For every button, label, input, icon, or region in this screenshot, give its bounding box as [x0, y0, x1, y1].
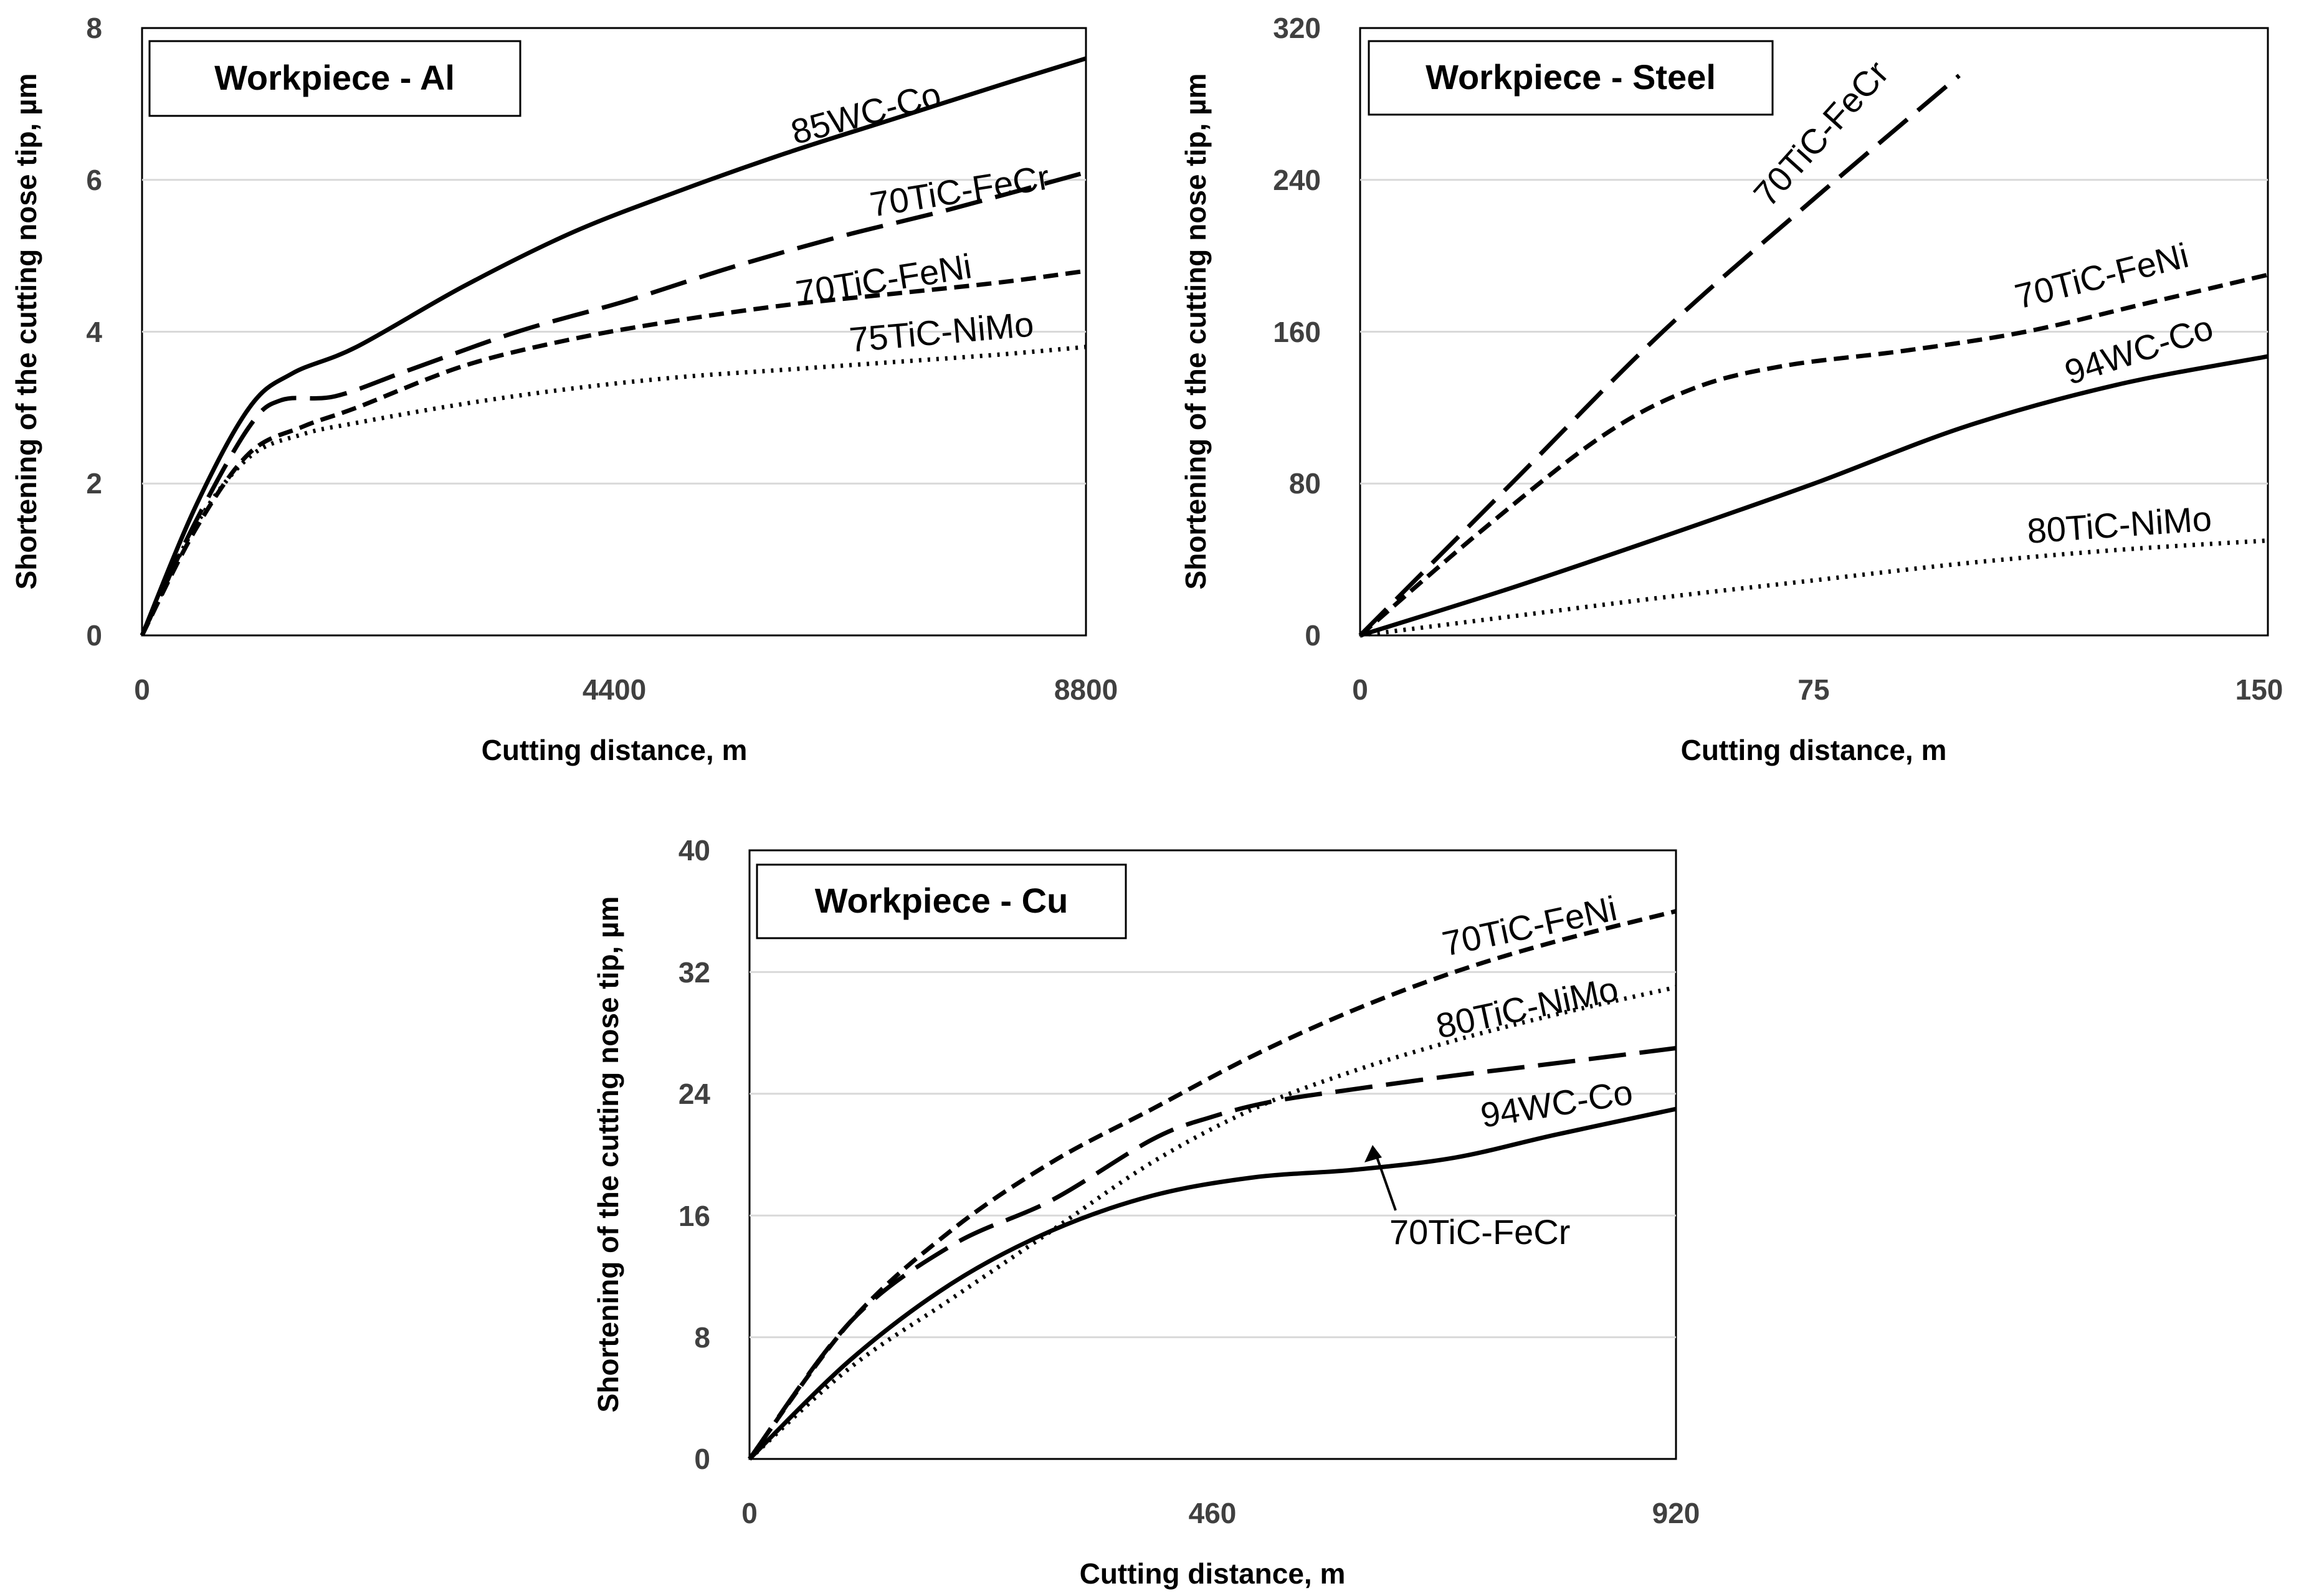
series-line-94wc-co	[1359, 354, 2269, 638]
series-line-70tic-feni	[140, 268, 1087, 637]
y-tick-label: 240	[1273, 164, 1321, 196]
y-tick-label: 320	[1273, 12, 1321, 44]
x-tick-label: 0	[134, 673, 150, 706]
chart-title-box: Workpiece - Cu	[756, 863, 1127, 939]
y-tick-label: 6	[86, 164, 102, 196]
series-layer	[140, 56, 1087, 637]
x-tick-label: 920	[1652, 1497, 1700, 1529]
y-axis-title: Shortening of the cutting nose tip, µm	[1179, 74, 1212, 590]
series-line-70tic-fecr	[1358, 74, 1961, 637]
series-label-70tic-fecr: 70TiC-FeCr	[1389, 1212, 1570, 1252]
series-line-70tic-fecr	[748, 1046, 1677, 1461]
y-tick-label: 160	[1273, 316, 1321, 348]
series-line-94wc-co	[748, 1106, 1677, 1461]
chart-title-box: Workpiece - Steel	[1368, 40, 1774, 116]
chart-title-box: Workpiece - Al	[148, 40, 521, 117]
chart-title-frame	[756, 863, 1127, 939]
y-tick-label: 80	[1289, 467, 1321, 500]
y-axis-title: Shortening of the cutting nose tip, µm	[10, 74, 42, 590]
x-tick-label: 8800	[1054, 673, 1118, 706]
series-layer	[1358, 74, 2269, 638]
y-axis-title: Shortening of the cutting nose tip, µm	[592, 896, 624, 1413]
y-tick-label: 0	[694, 1443, 710, 1475]
series-layer	[748, 909, 1677, 1461]
y-tick-label: 0	[86, 619, 102, 652]
chart-title-frame	[148, 40, 521, 117]
annotation-arrow	[1364, 1145, 1397, 1211]
x-tick-label: 75	[1797, 673, 1829, 706]
series-line-75tic-nimo	[140, 344, 1087, 637]
y-tick-label: 16	[678, 1200, 710, 1232]
y-tick-label: 8	[86, 12, 102, 44]
chart-title: Workpiece - Steel	[1426, 57, 1716, 97]
chart-title: Workpiece - Al	[214, 58, 455, 97]
gridlines	[142, 179, 1086, 485]
y-tick-label: 4	[86, 316, 102, 348]
y-tick-label: 24	[678, 1078, 711, 1110]
y-tick-label: 8	[694, 1321, 710, 1354]
x-tick-label: 0	[741, 1497, 758, 1529]
x-axis-title: Cutting distance, m	[1681, 734, 1947, 766]
series-line-70tic-feni	[1358, 272, 2269, 637]
y-tick-label: 2	[86, 467, 102, 500]
series-line-70tic-fecr	[140, 170, 1087, 637]
y-tick-label: 0	[1305, 619, 1321, 652]
x-tick-label: 0	[1352, 673, 1368, 706]
y-tick-label: 40	[678, 834, 710, 867]
x-tick-label: 150	[2235, 673, 2283, 706]
series-line-70tic-feni	[748, 909, 1677, 1461]
chart-title-frame	[1368, 40, 1774, 116]
x-axis-title: Cutting distance, m	[1080, 1557, 1346, 1590]
x-tick-label: 4400	[583, 673, 646, 706]
x-axis-title: Cutting distance, m	[482, 734, 748, 766]
gridlines	[750, 971, 1676, 1339]
series-line-80tic-nimo	[748, 985, 1677, 1461]
series-line-85wc-co	[140, 56, 1087, 637]
y-tick-label: 32	[678, 956, 710, 989]
x-tick-label: 460	[1189, 1497, 1237, 1529]
chart-title: Workpiece - Cu	[815, 881, 1069, 920]
plot-area-frame	[748, 849, 1677, 1460]
